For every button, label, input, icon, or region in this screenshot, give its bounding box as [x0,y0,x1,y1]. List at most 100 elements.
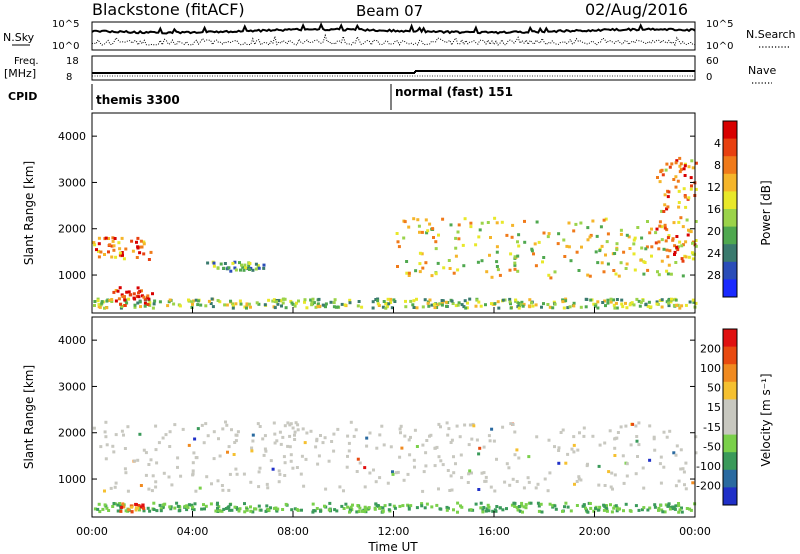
range-cell [647,300,651,304]
range-cell [231,306,235,310]
range-cell [466,301,469,305]
range-cell [93,507,97,511]
range-cell [490,275,494,279]
colorbar-swatch [723,399,737,418]
range-cell [348,510,351,514]
range-cell [442,266,446,270]
range-cell [346,505,350,509]
range-cell [430,274,434,278]
range-cell [640,236,644,240]
range-cell [195,456,199,460]
range-cell [109,486,113,490]
range-cell [216,299,220,302]
range-cell [515,448,519,452]
range-cell [632,303,636,307]
range-cell [178,509,182,512]
range-cell [114,289,118,292]
range-cell [612,506,616,510]
range-cell [605,509,609,513]
range-cell [340,504,344,508]
range-cell [452,471,456,475]
range-cell [138,432,142,436]
range-cell [440,299,444,302]
range-cell [619,425,623,429]
range-cell [126,489,130,493]
range-cell [196,299,200,303]
range-cell [441,217,445,221]
range-cell [672,303,676,307]
range-cell [433,464,437,468]
range-cell [605,240,609,244]
range-cell [446,469,450,472]
x-tick-label: 16:00 [478,525,510,538]
range-cell [312,301,316,305]
range-cell [409,299,413,303]
range-cell [200,507,204,511]
range-cell [535,220,539,224]
range-cell [572,435,576,439]
range-cell [162,471,166,475]
range-cell [667,298,671,302]
range-cell [154,448,158,452]
range-cell [130,510,134,514]
range-cell [539,502,543,506]
range-cell [396,240,400,244]
range-cell [435,306,439,309]
range-cell [646,268,650,272]
range-cell [615,436,619,440]
range-cell [356,457,360,461]
range-cell [434,247,438,251]
range-cell [672,178,676,181]
range-cell [420,230,424,234]
range-cell [238,299,242,303]
range-cell [656,176,659,179]
range-cell [625,462,629,466]
range-cell [262,453,266,457]
range-cell [673,244,677,248]
range-cell [464,306,468,310]
range-cell [194,489,198,493]
range-cell [604,304,607,308]
range-cell [263,434,267,438]
range-cell [627,235,631,239]
range-cell [516,269,520,273]
range-cell [315,507,319,510]
range-cell [456,501,460,505]
range-cell [293,430,297,434]
range-cell [405,260,409,263]
range-cell [262,266,266,270]
range-cell [232,453,236,456]
range-cell [375,446,379,450]
range-cell [407,507,411,511]
range-cell [284,306,288,310]
range-cell [122,505,126,509]
range-cell [445,421,449,425]
range-cell [508,483,512,487]
range-cell [678,508,682,512]
velocity-colorbar: 200 100 50 15 -15 -50 -100 -200 [696,328,738,506]
range-cell [226,450,229,454]
range-cell [234,268,238,272]
range-cell [420,504,424,508]
range-cell [656,270,659,274]
range-cell [372,468,375,472]
range-cell [113,237,117,240]
range-cell [104,435,108,439]
range-cell [606,262,610,266]
range-cell [630,301,634,305]
range-cell [247,302,251,306]
range-cell [134,508,138,512]
range-cell [437,487,440,491]
range-cell [592,509,596,513]
range-cell [561,300,565,304]
range-cell [147,463,151,466]
range-cell [225,303,229,307]
range-cell [190,300,194,304]
range-cell [132,292,136,296]
range-cell [673,253,676,256]
range-cell [289,459,293,463]
range-cell [250,446,254,450]
range-cell [692,300,696,304]
range-cell [482,471,486,475]
range-cell [104,236,108,240]
